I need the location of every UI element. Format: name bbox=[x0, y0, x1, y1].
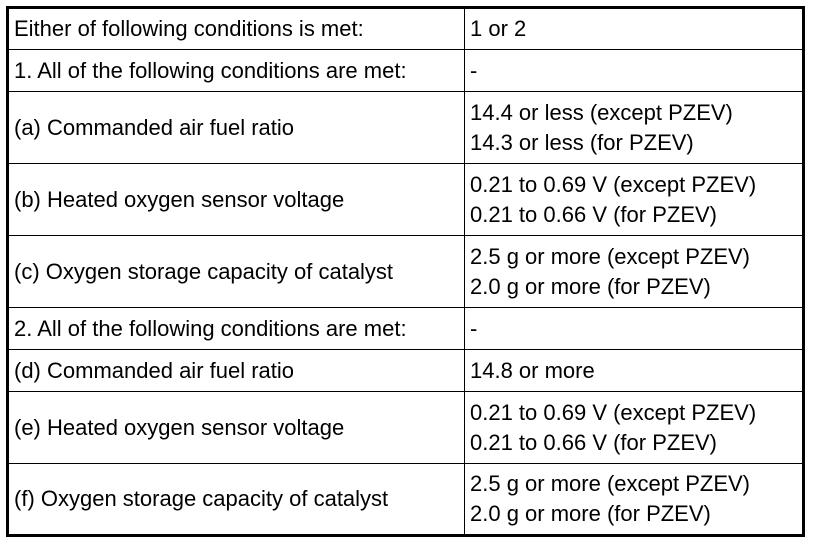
value-line: 2.0 g or more (for PZEV) bbox=[470, 273, 711, 299]
value-cell: - bbox=[464, 49, 804, 92]
value-line: 14.4 or less (except PZEV) bbox=[470, 99, 733, 125]
table-row: (b) Heated oxygen sensor voltage 0.21 to… bbox=[7, 163, 804, 236]
condition-cell: 1. All of the following conditions are m… bbox=[7, 49, 465, 92]
value-line: 14.8 or more bbox=[470, 357, 595, 383]
condition-cell: (f) Oxygen storage capacity of catalyst bbox=[7, 463, 465, 536]
condition-cell: 2. All of the following conditions are m… bbox=[7, 307, 465, 350]
conditions-table: Either of following conditions is met: 1… bbox=[6, 6, 805, 537]
table-row: 2. All of the following conditions are m… bbox=[7, 307, 804, 350]
value-cell: 2.5 g or more (except PZEV) 2.0 g or mor… bbox=[464, 463, 804, 536]
value-cell: 2.5 g or more (except PZEV) 2.0 g or mor… bbox=[464, 235, 804, 308]
table-row: (a) Commanded air fuel ratio 14.4 or les… bbox=[7, 91, 804, 164]
value-cell: - bbox=[464, 307, 804, 350]
value-cell: 14.4 or less (except PZEV) 14.3 or less … bbox=[464, 91, 804, 164]
value-line: - bbox=[470, 315, 478, 341]
condition-cell: (a) Commanded air fuel ratio bbox=[7, 91, 465, 164]
condition-cell: (b) Heated oxygen sensor voltage bbox=[7, 163, 465, 236]
table-row: 1. All of the following conditions are m… bbox=[7, 49, 804, 92]
value-line: - bbox=[470, 57, 478, 83]
table-row: (d) Commanded air fuel ratio 14.8 or mor… bbox=[7, 349, 804, 392]
value-line: 2.5 g or more (except PZEV) bbox=[470, 471, 750, 496]
value-cell: 14.8 or more bbox=[464, 349, 804, 392]
value-line: 0.21 to 0.66 V (for PZEV) bbox=[470, 201, 718, 227]
table-row: Either of following conditions is met: 1… bbox=[7, 7, 804, 50]
value-line: 0.21 to 0.66 V (for PZEV) bbox=[470, 429, 718, 455]
value-line: 1 or 2 bbox=[470, 16, 527, 41]
value-line: 0.21 to 0.69 V (except PZEV) bbox=[470, 171, 757, 197]
value-cell: 1 or 2 bbox=[464, 7, 804, 50]
value-line: 2.5 g or more (except PZEV) bbox=[470, 243, 750, 269]
value-line: 2.0 g or more (for PZEV) bbox=[470, 501, 711, 526]
value-cell: 0.21 to 0.69 V (except PZEV) 0.21 to 0.6… bbox=[464, 163, 804, 236]
condition-cell: Either of following conditions is met: bbox=[7, 7, 465, 50]
value-cell: 0.21 to 0.69 V (except PZEV) 0.21 to 0.6… bbox=[464, 391, 804, 464]
condition-cell: (c) Oxygen storage capacity of catalyst bbox=[7, 235, 465, 308]
value-line: 0.21 to 0.69 V (except PZEV) bbox=[470, 399, 757, 425]
table-row: (c) Oxygen storage capacity of catalyst … bbox=[7, 235, 804, 308]
value-line: 14.3 or less (for PZEV) bbox=[470, 129, 694, 155]
condition-cell: (d) Commanded air fuel ratio bbox=[7, 349, 465, 392]
table-row: (f) Oxygen storage capacity of catalyst … bbox=[7, 463, 804, 536]
table-row: (e) Heated oxygen sensor voltage 0.21 to… bbox=[7, 391, 804, 464]
condition-cell: (e) Heated oxygen sensor voltage bbox=[7, 391, 465, 464]
